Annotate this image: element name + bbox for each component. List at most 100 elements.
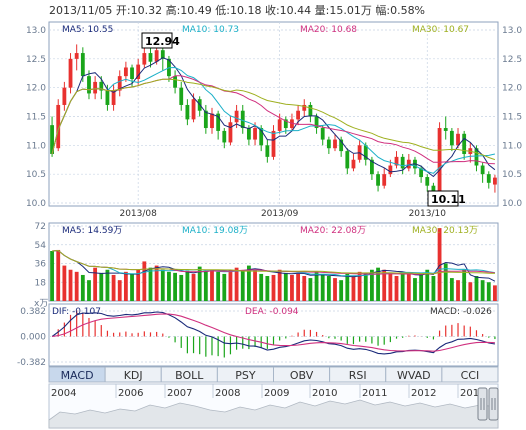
candle-body [370, 159, 374, 175]
price-y-tick: 11.5 [26, 113, 46, 123]
candle [449, 128, 454, 152]
candle [240, 104, 245, 134]
volume-bar [462, 269, 467, 301]
candle-body [271, 130, 276, 157]
timeline-year-label: 2004 [51, 388, 76, 399]
candle [339, 136, 344, 157]
candle-body [320, 128, 325, 140]
candle [320, 125, 325, 146]
candle-body [240, 110, 245, 129]
candle [382, 168, 387, 189]
candle [56, 99, 61, 152]
candle-body [222, 130, 227, 143]
candle [493, 174, 497, 193]
indicator-tabs: MACD KDJ BOLL PSY OBV RSI WVAD CCI [48, 366, 499, 383]
price-ma5-line [51, 57, 496, 178]
tab-kdj[interactable]: KDJ [104, 366, 162, 383]
volume-bar [105, 269, 110, 301]
volume-bar [468, 282, 473, 301]
candle-body [394, 156, 399, 166]
price-panel: 13.0 12.5 12.0 11.5 11.0 10.5 10.0 13.0 12.5 12.… [26, 21, 522, 219]
candle-body [216, 113, 221, 131]
volume-bar [290, 274, 294, 301]
price-x-tick: 2013/10 [409, 209, 447, 219]
candle-body [456, 133, 460, 146]
volume-legend-ma20: MA20: 22.08万 [300, 226, 366, 236]
tab-psy[interactable]: PSY [216, 366, 274, 383]
timeline-year-label: 2010 [312, 388, 337, 399]
tab-boll[interactable]: BOLL [160, 366, 218, 383]
candle-body [203, 110, 208, 129]
volume-y-tick: 18 [35, 278, 47, 288]
candle [123, 61, 128, 82]
candle-body [173, 76, 177, 88]
candle [173, 70, 177, 94]
volume-bar [179, 274, 184, 301]
volume-bar [480, 280, 485, 301]
low-callout-label: 10.11 [431, 193, 466, 206]
macd-y-tick: 0.382 [20, 307, 46, 317]
volume-bar [400, 271, 405, 301]
volume-panel: 72 54 36 18 MA5: 14.59万 MA10: 19.08万 MA20: 22… [34, 222, 499, 309]
volume-bar [351, 276, 356, 301]
candle [480, 162, 485, 183]
volume-bar [456, 280, 460, 301]
high-callout-label: 12.94 [145, 35, 180, 48]
candle-body [480, 165, 485, 175]
tab-obv[interactable]: OBV [273, 366, 331, 383]
volume-bar [370, 269, 374, 301]
candle [406, 153, 411, 172]
tab-label: BOLL [175, 369, 204, 382]
candle-body [308, 104, 313, 117]
candle [363, 142, 368, 166]
price-x-tick: 2013/09 [261, 209, 299, 219]
tab-cci[interactable]: CCI [441, 366, 499, 383]
volume-bar [123, 271, 128, 301]
candle [210, 107, 214, 134]
quote-header: 2013/11/05 开:10.32 高:10.49 低:10.18 收:10.… [49, 3, 425, 17]
candle-body [351, 159, 356, 169]
candle [456, 128, 460, 149]
candle-body [210, 113, 214, 129]
volume-bar [406, 273, 411, 301]
candle [68, 53, 73, 94]
volume-bar [68, 269, 73, 301]
timeline-year-label: 2006 [118, 388, 143, 399]
candle [486, 171, 491, 189]
candle [216, 110, 221, 140]
tab-macd[interactable]: MACD [48, 366, 106, 383]
candle-body [99, 81, 104, 91]
candle-body [437, 128, 442, 192]
volume-bar [191, 273, 196, 301]
candle [326, 136, 331, 154]
tab-background [441, 366, 499, 383]
candle-body [87, 76, 91, 94]
candle-body [406, 159, 411, 169]
volume-bar [302, 276, 307, 301]
candle-body [333, 139, 337, 149]
volume-bar [394, 276, 399, 301]
candle [148, 47, 153, 68]
candle [314, 113, 319, 134]
timeline-handle-left[interactable] [477, 387, 488, 421]
tab-rsi[interactable]: RSI [329, 366, 387, 383]
volume-bar [357, 271, 362, 301]
candle-body [326, 139, 331, 149]
timeline-year-label: 2011 [362, 388, 387, 399]
candle-body [160, 50, 165, 59]
macd-y-tick: -0.382 [17, 358, 46, 368]
candle [265, 139, 270, 163]
macd-legend-dif: DIF: -0.107 [52, 307, 101, 317]
volume-bar [425, 269, 430, 301]
volume-legend-ma5: MA5: 14.59万 [62, 226, 122, 236]
volume-legend-ma10: MA10: 19.08万 [182, 226, 248, 236]
price-y-tick-right: 10.5 [502, 170, 522, 180]
candle [222, 128, 227, 149]
candle [400, 153, 405, 175]
volume-bar [99, 272, 104, 301]
candle [74, 44, 79, 71]
timeline-handle-right[interactable] [488, 387, 499, 421]
price-y-tick: 12.5 [26, 55, 46, 65]
price-y-tick: 12.0 [26, 84, 46, 94]
tab-wvad[interactable]: WVAD [385, 366, 443, 383]
